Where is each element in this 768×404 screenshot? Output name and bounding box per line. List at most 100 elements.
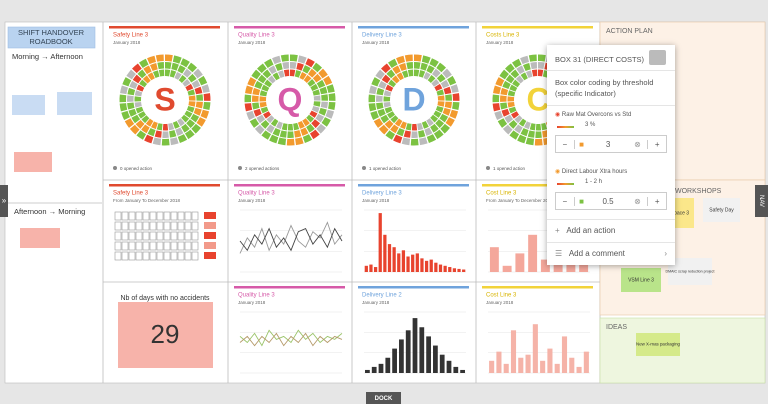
- donut-segment: [310, 83, 319, 91]
- donut-segment: [319, 86, 328, 95]
- donut-segment: [426, 65, 435, 74]
- donut-segment: [444, 101, 452, 109]
- donut-segment: [309, 110, 318, 118]
- tile-subtitle: January 2018: [362, 40, 390, 45]
- table-cell: [170, 221, 178, 231]
- table-cell: [156, 211, 164, 221]
- clear-button[interactable]: ⊗: [634, 196, 641, 206]
- bar: [439, 354, 445, 373]
- donut-segment: [434, 83, 443, 91]
- donut-center: [268, 78, 312, 122]
- donut-segment: [249, 118, 260, 128]
- donut-segment: [264, 79, 273, 88]
- donut-segment: [188, 101, 196, 107]
- separator: [547, 105, 675, 106]
- donut-segment: [185, 83, 194, 91]
- donut-segment: [318, 68, 328, 79]
- collapse-icon[interactable]: »: [2, 196, 7, 205]
- line-series: [239, 227, 343, 252]
- donut-segment: [268, 65, 277, 75]
- donut-segment: [122, 77, 132, 87]
- add-action[interactable]: + Add an action: [555, 226, 616, 235]
- donut-segment: [431, 78, 440, 87]
- donut-segment: [497, 118, 508, 128]
- donut-segment: [509, 130, 520, 140]
- color-swatch[interactable]: [649, 50, 666, 65]
- donut-segment: [396, 72, 404, 81]
- tile-subtitle: January 2018: [238, 300, 266, 305]
- donut-segment: [500, 87, 509, 96]
- tile-header-bar: [358, 26, 469, 29]
- nav-label[interactable]: NAV: [758, 195, 764, 207]
- donut-segment: [253, 108, 262, 117]
- table-cell: [121, 231, 129, 241]
- donut-segment: [377, 108, 386, 117]
- donut-segment: [257, 63, 267, 74]
- donut-center: [392, 78, 436, 122]
- decrement-button[interactable]: −: [556, 139, 575, 149]
- donut-segment: [312, 73, 322, 83]
- bar: [525, 354, 531, 373]
- donut-segment: [287, 123, 294, 131]
- donut-segment: [196, 94, 203, 101]
- donut-segment: [452, 101, 460, 111]
- donut-segment: [508, 106, 517, 114]
- donut-segment: [386, 69, 396, 79]
- tile-title: Delivery Line 2: [362, 293, 402, 299]
- donut-segment: [517, 134, 527, 144]
- table-cell: [184, 221, 192, 231]
- note-text: New X-mas packaging: [636, 342, 680, 347]
- donut-segment: [426, 118, 434, 127]
- tile-subtitle: January 2018: [238, 40, 266, 45]
- donut-segment: [178, 74, 187, 83]
- donut-segment: [252, 102, 260, 110]
- table-cell: [163, 221, 171, 231]
- add-comment-label: Add a comment: [568, 249, 625, 258]
- donut-segment: [368, 94, 376, 103]
- donut-center: [143, 78, 187, 122]
- donut-segment: [373, 118, 384, 128]
- donut-segment: [385, 130, 396, 140]
- donut-segment: [401, 137, 411, 146]
- donut-segment: [180, 58, 190, 68]
- donut-segment: [449, 109, 459, 119]
- donut-segment: [396, 55, 405, 65]
- note-text: Safety Day: [709, 207, 734, 213]
- threshold-bar: [557, 183, 574, 185]
- donut-segment: [383, 96, 391, 102]
- donut-segment: [309, 129, 320, 140]
- bar: [364, 265, 368, 272]
- donut-segment: [300, 127, 309, 136]
- bar: [569, 357, 575, 373]
- donut-segment: [256, 114, 266, 124]
- action-icon: [362, 166, 366, 170]
- donut-segment: [184, 110, 193, 118]
- donut-segment: [139, 58, 149, 68]
- dock-label[interactable]: DOCK: [375, 396, 393, 402]
- decrement-button[interactable]: −: [556, 196, 575, 206]
- donut-segment: [512, 79, 521, 88]
- donut-segment: [187, 89, 195, 96]
- stepper-value[interactable]: 0.5: [602, 196, 614, 206]
- status-tag: [204, 232, 216, 239]
- donut-segment: [505, 63, 515, 74]
- donut-segment: [520, 127, 529, 137]
- increment-button[interactable]: +: [647, 139, 666, 149]
- stepper-value[interactable]: 3: [605, 139, 611, 149]
- donut-segment: [152, 137, 162, 146]
- donut-segment: [181, 123, 190, 133]
- donut-segment: [294, 70, 302, 78]
- add-comment[interactable]: ☰ Add a comment ›: [555, 249, 667, 258]
- donut-segment: [186, 106, 195, 113]
- table-cell: [142, 221, 150, 231]
- table-cell: [135, 241, 143, 251]
- table-cell: [121, 221, 129, 231]
- donut-segment: [177, 134, 188, 143]
- bar: [518, 357, 524, 373]
- separator: [547, 219, 675, 220]
- donut-segment: [375, 69, 385, 80]
- increment-button[interactable]: +: [647, 196, 666, 206]
- donut-segment: [512, 58, 522, 68]
- clear-button[interactable]: ⊗: [634, 139, 641, 149]
